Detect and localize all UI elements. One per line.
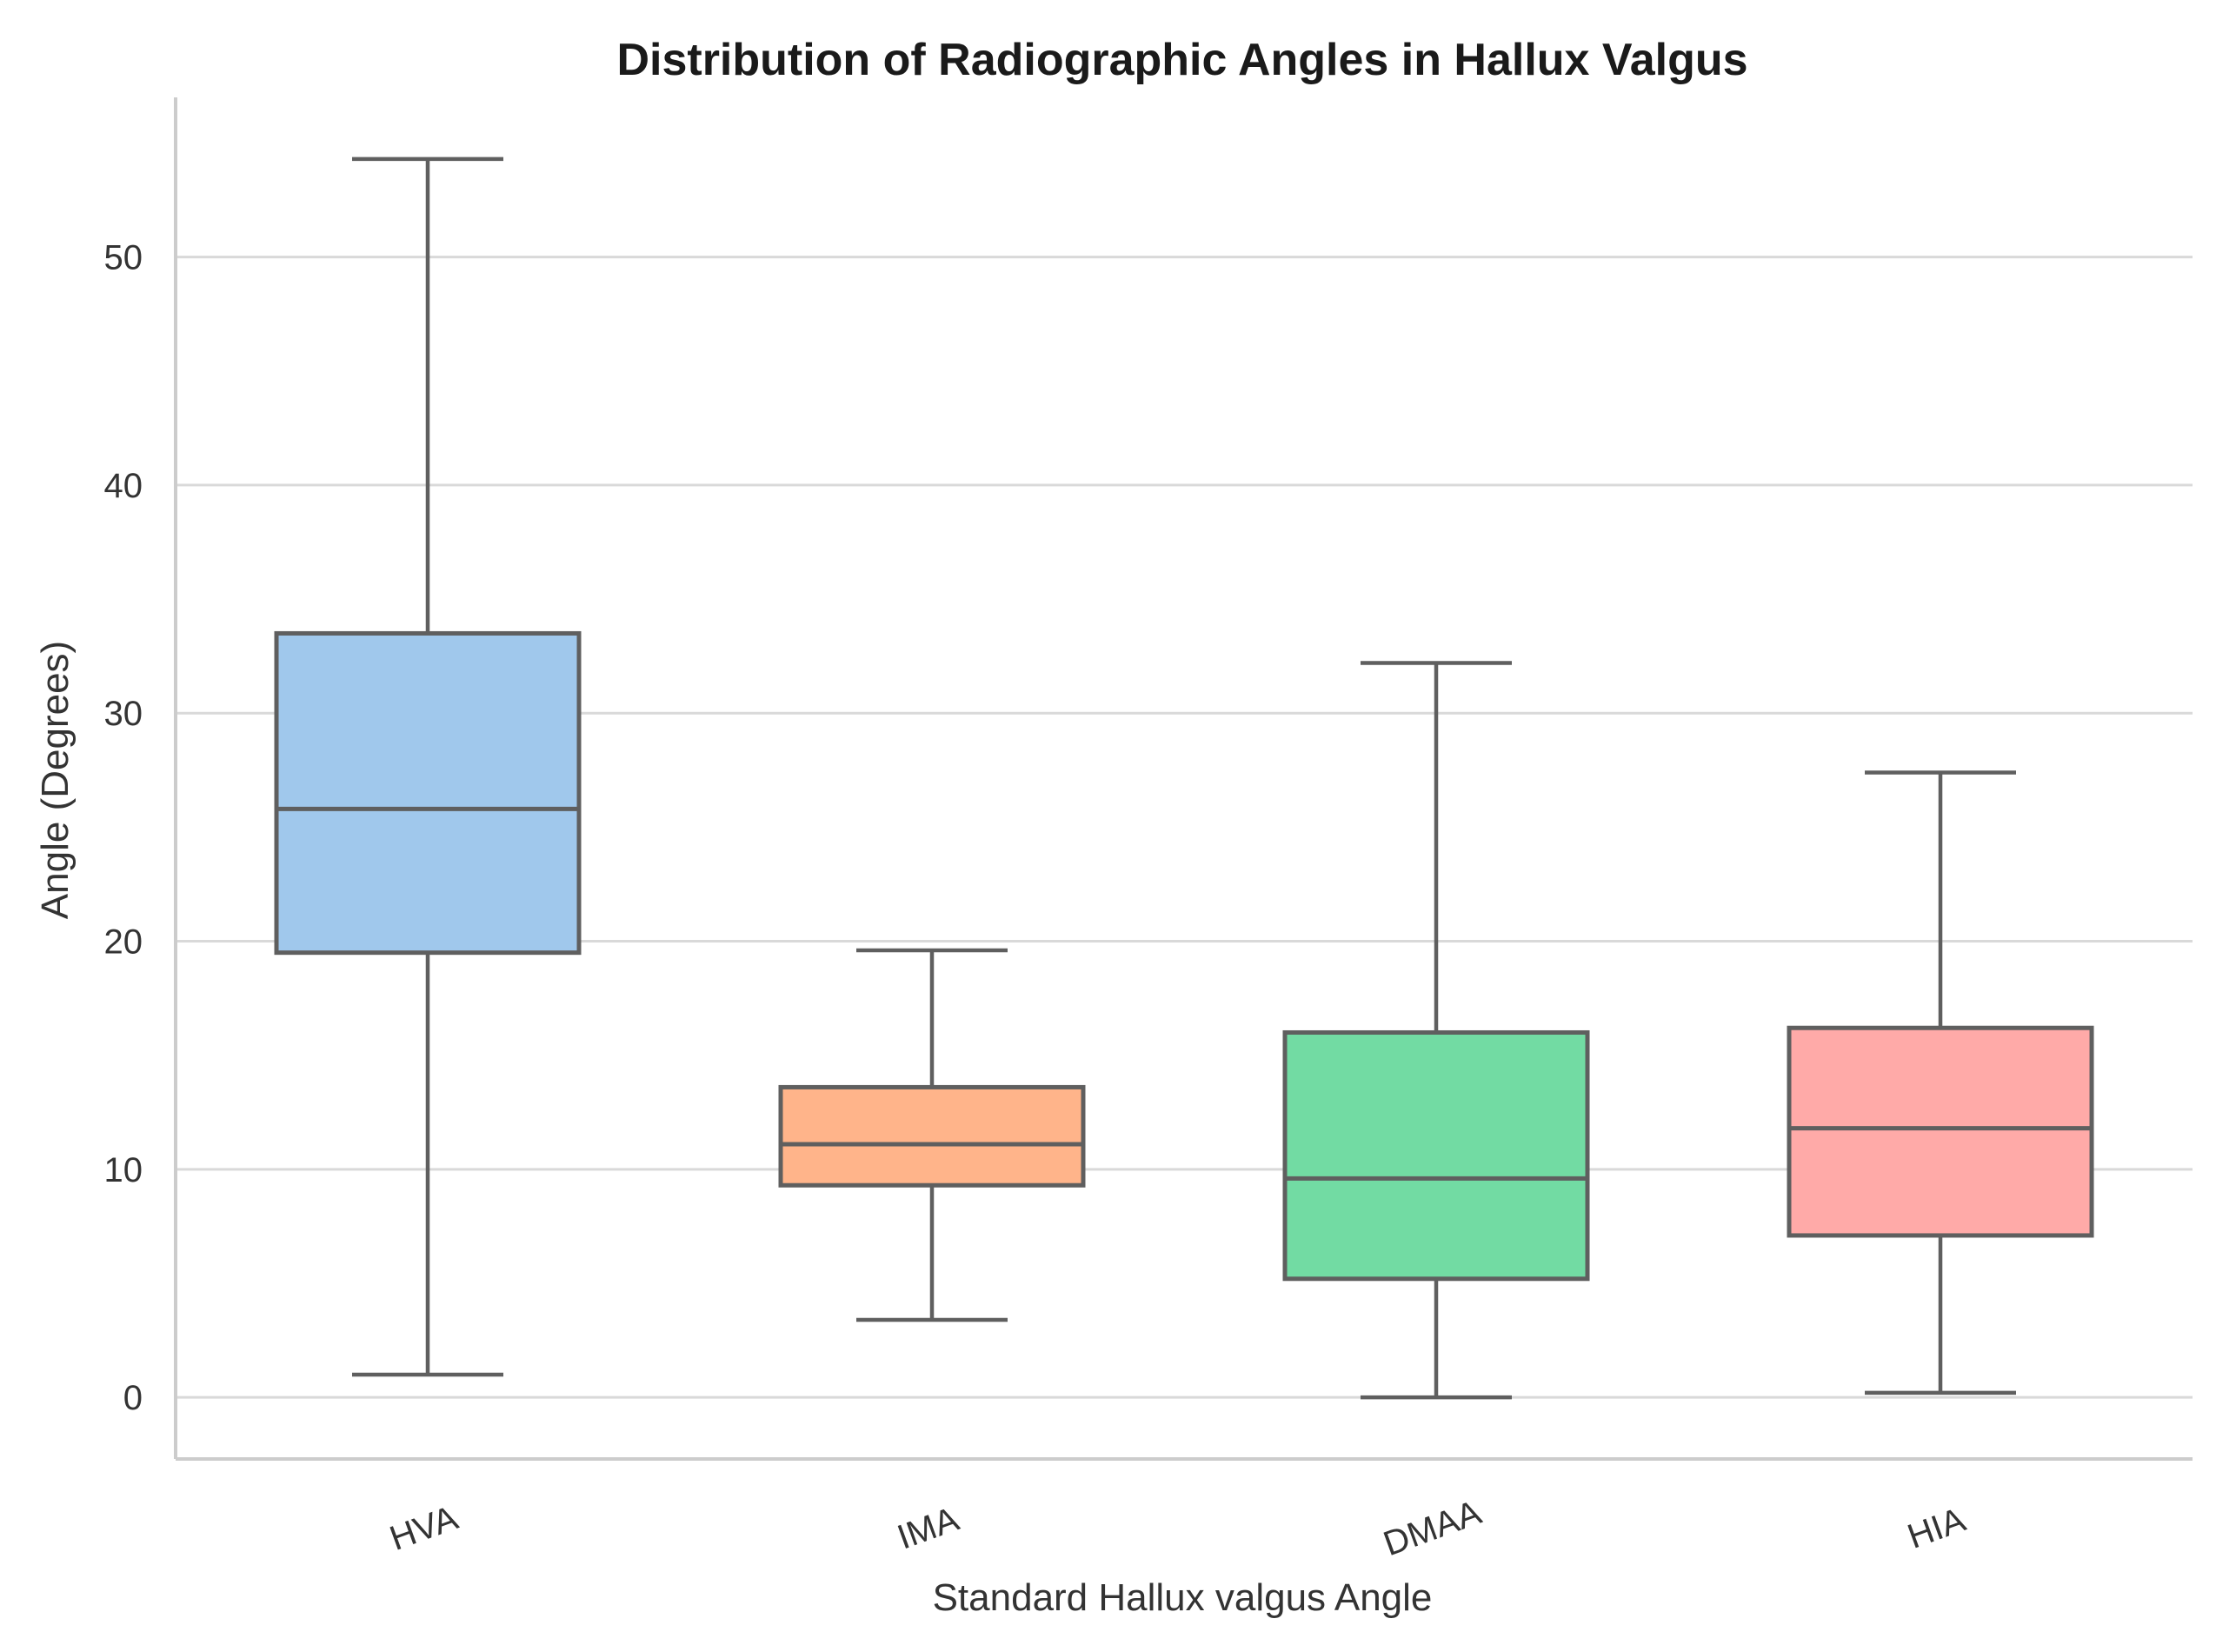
box-hva [274,630,582,956]
x-tick-label-hia: HIA [1903,1501,1971,1556]
chart-title: Distribution of Radiographic Angles in H… [616,35,1747,85]
y-tick-label-30: 30 [104,695,143,733]
x-axis-label: Standard Hallux valgus Angle [933,1576,1433,1619]
x-tick-label-ima: IMA [893,1500,964,1557]
box-group-hva [274,157,582,1377]
y-tick-label-0: 0 [123,1379,143,1417]
box-group-ima [778,948,1086,1322]
box-group-hia [1787,770,2094,1396]
box-ima [778,1084,1086,1188]
y-axis-label: Angle (Degrees) [34,641,77,919]
box-group-dmaa [1282,661,1590,1400]
y-tick-label-10: 10 [104,1151,143,1189]
box-dmaa [1282,1029,1590,1282]
y-tick-label-40: 40 [104,467,143,505]
axis-spines [174,97,2193,1461]
boxes [274,157,2094,1400]
x-tick-label-dmaa: DMAA [1379,1493,1487,1563]
y-tick-label-50: 50 [104,239,143,277]
box-hia [1787,1025,2094,1238]
y-tick-label-20: 20 [104,923,143,962]
x-tick-label-hva: HVA [385,1498,463,1558]
